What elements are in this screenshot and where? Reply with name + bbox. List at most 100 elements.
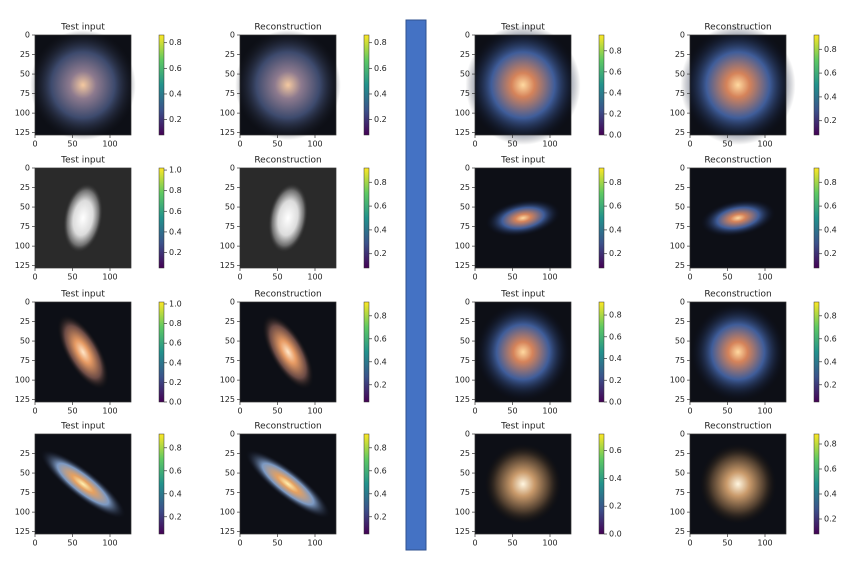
- colorbar-tick-label: 0.4: [169, 489, 182, 498]
- panel-title: Reconstruction: [704, 290, 771, 300]
- colorbar-tick-label: 0.2: [609, 376, 622, 385]
- colorbar: [813, 301, 820, 403]
- x-tick-label: 50: [272, 407, 282, 416]
- colorbar-tick-label: 0.2: [609, 249, 622, 258]
- galaxy: [699, 444, 777, 524]
- colorbar: [598, 34, 605, 136]
- colorbar-tick-label: 0.2: [609, 502, 622, 511]
- y-tick-label: 125: [220, 261, 235, 270]
- x-tick-label: 100: [102, 539, 117, 548]
- colorbar: [598, 167, 605, 269]
- galaxy: [484, 444, 562, 524]
- galaxy: [680, 25, 796, 145]
- colorbar-tick-label: 0.6: [374, 466, 387, 475]
- x-tick-label: 50: [507, 407, 517, 416]
- x-tick-label: 50: [722, 539, 732, 548]
- colorbar-tick-label: 0.6: [374, 64, 387, 73]
- x-tick-label: 0: [32, 140, 37, 149]
- colorbar-tick-label: 0.2: [824, 116, 837, 125]
- x-tick-label: 0: [237, 140, 242, 149]
- colorbar-tick-label: 0.4: [374, 225, 387, 234]
- colorbar-tick-label: 0.2: [374, 380, 387, 389]
- colorbar-tick-label: 0.8: [169, 38, 182, 47]
- y-tick-label: 0: [25, 31, 30, 40]
- colorbar-tick-label: 0.4: [609, 474, 622, 483]
- y-tick-label: 50: [675, 469, 685, 478]
- image-frame: [34, 167, 132, 269]
- y-tick-label: 75: [225, 222, 235, 231]
- colorbar-tick-label: 0.2: [374, 115, 387, 124]
- colorbar-tick-label: 0.2: [169, 378, 182, 387]
- image-frame: [689, 433, 787, 535]
- colorbar: [813, 433, 820, 535]
- colorbar-tick-label: 0.2: [169, 115, 182, 124]
- panel-title: Test input: [60, 290, 105, 300]
- y-tick-label: 50: [225, 337, 235, 346]
- image-frame: [689, 34, 787, 136]
- image-frame: [474, 433, 572, 535]
- y-tick-label: 25: [225, 183, 235, 192]
- colorbar-tick-label: 0.4: [169, 358, 182, 367]
- x-tick-label: 50: [67, 407, 77, 416]
- colorbar-tick-label: 1.0: [169, 299, 182, 308]
- x-tick-label: 50: [67, 539, 77, 548]
- colorbar-tick-label: 1.0: [169, 166, 182, 175]
- colorbar-tick-label: 0.4: [609, 88, 622, 97]
- galaxy: [235, 30, 341, 140]
- y-tick-label: 25: [20, 317, 30, 326]
- image-frame: [239, 34, 337, 136]
- y-tick-label: 25: [675, 449, 685, 458]
- colorbar-tick-label: 0.6: [169, 64, 182, 73]
- colorbar: [158, 301, 165, 403]
- colorbar-tick-label: 0.6: [824, 202, 837, 211]
- x-tick-label: 0: [32, 407, 37, 416]
- colorbar-tick-label: 0.4: [374, 489, 387, 498]
- y-tick-label: 125: [455, 261, 470, 270]
- colorbar-tick-label: 0.6: [609, 332, 622, 341]
- panel-title: Test input: [60, 23, 105, 33]
- y-tick-label: 75: [460, 356, 470, 365]
- panel-title: Test input: [60, 422, 105, 432]
- y-tick-label: 50: [20, 203, 30, 212]
- panel-title: Test input: [500, 156, 545, 166]
- x-tick-label: 50: [722, 407, 732, 416]
- y-tick-label: 25: [460, 183, 470, 192]
- x-tick-label: 0: [472, 407, 477, 416]
- colorbar-tick-label: 0.6: [169, 207, 182, 216]
- image-frame: [474, 34, 572, 136]
- colorbar-tick-label: 0.8: [169, 186, 182, 195]
- galaxy: [30, 30, 136, 140]
- colorbar: [158, 34, 165, 136]
- y-tick-label: 25: [460, 317, 470, 326]
- colorbar-tick-label: 0.6: [609, 67, 622, 76]
- galaxy: [700, 199, 776, 237]
- x-tick-label: 100: [542, 140, 557, 149]
- y-tick-label: 75: [225, 89, 235, 98]
- x-tick-label: 100: [307, 539, 322, 548]
- y-tick-label: 125: [15, 395, 30, 404]
- x-tick-label: 0: [687, 407, 692, 416]
- image-frame: [474, 167, 572, 269]
- y-tick-label: 100: [455, 508, 470, 517]
- colorbar-tick-label: 0.8: [374, 38, 387, 47]
- image-frame: [474, 301, 572, 403]
- y-tick-label: 0: [465, 31, 470, 40]
- y-tick-label: 25: [460, 449, 470, 458]
- colorbar-tick-label: 0.8: [609, 311, 622, 320]
- image-frame: [239, 167, 337, 269]
- colorbar-tick-label: 0.2: [169, 248, 182, 257]
- y-tick-label: 125: [455, 527, 470, 536]
- colorbar-tick-label: 0.6: [169, 339, 182, 348]
- y-tick-label: 100: [15, 376, 30, 385]
- y-tick-label: 50: [20, 70, 30, 79]
- galaxy: [245, 449, 331, 519]
- y-tick-label: 25: [675, 261, 685, 270]
- y-tick-label: 0: [230, 31, 235, 40]
- y-tick-label: 75: [20, 222, 30, 231]
- colorbar: [598, 433, 605, 535]
- y-tick-label: 100: [455, 109, 470, 118]
- colorbar-tick-label: 0.8: [824, 178, 837, 187]
- x-tick-label: 50: [507, 273, 517, 282]
- x-tick-label: 0: [687, 539, 692, 548]
- colorbar-tick-label: 0.8: [374, 443, 387, 452]
